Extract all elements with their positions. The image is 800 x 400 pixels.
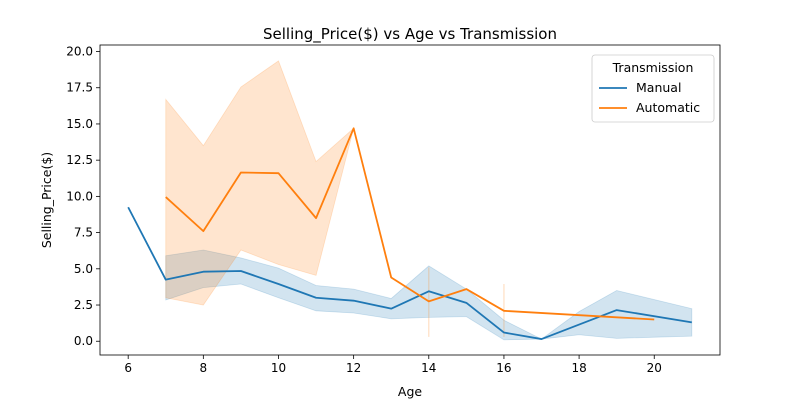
y-tick-label: 12.5 xyxy=(66,153,93,167)
y-tick-label: 2.5 xyxy=(74,298,93,312)
y-tick-label: 15.0 xyxy=(66,117,93,131)
x-tick-label: 10 xyxy=(271,361,286,375)
y-axis: 0.0 2.5 5.0 7.5 10.0 12.5 15.0 17.5 20.0 xyxy=(66,45,100,348)
x-axis-label: Age xyxy=(398,384,422,399)
legend-title: Transmission xyxy=(612,60,694,75)
y-tick-label: 17.5 xyxy=(66,81,93,95)
x-axis: 6 8 10 12 14 16 18 20 xyxy=(124,355,662,375)
automatic-confidence-band xyxy=(165,60,355,306)
y-tick-label: 20.0 xyxy=(66,45,93,59)
y-tick-label: 0.0 xyxy=(74,334,93,348)
x-tick-label: 18 xyxy=(571,361,586,375)
x-tick-label: 14 xyxy=(421,361,436,375)
x-tick-label: 6 xyxy=(124,361,132,375)
automatic-series-line xyxy=(165,127,655,321)
x-tick-label: 12 xyxy=(346,361,361,375)
plot-area xyxy=(127,60,693,341)
legend: Transmission Manual Automatic xyxy=(591,54,715,123)
legend-label-manual: Manual xyxy=(636,80,681,95)
legend-box xyxy=(591,54,715,123)
legend-label-automatic: Automatic xyxy=(636,100,700,115)
axes-frame xyxy=(99,44,721,356)
y-tick-label: 5.0 xyxy=(74,262,93,276)
y-tick-label: 7.5 xyxy=(74,226,93,240)
x-tick-label: 8 xyxy=(200,361,208,375)
y-axis-label: Selling_Price($) xyxy=(39,152,54,248)
x-tick-label: 20 xyxy=(647,361,662,375)
manual-series-line xyxy=(127,206,692,340)
chart-title: Selling_Price($) vs Age vs Transmission xyxy=(263,25,557,44)
x-tick-label: 16 xyxy=(496,361,511,375)
manual-confidence-band xyxy=(165,249,693,341)
y-tick-label: 10.0 xyxy=(66,189,93,203)
